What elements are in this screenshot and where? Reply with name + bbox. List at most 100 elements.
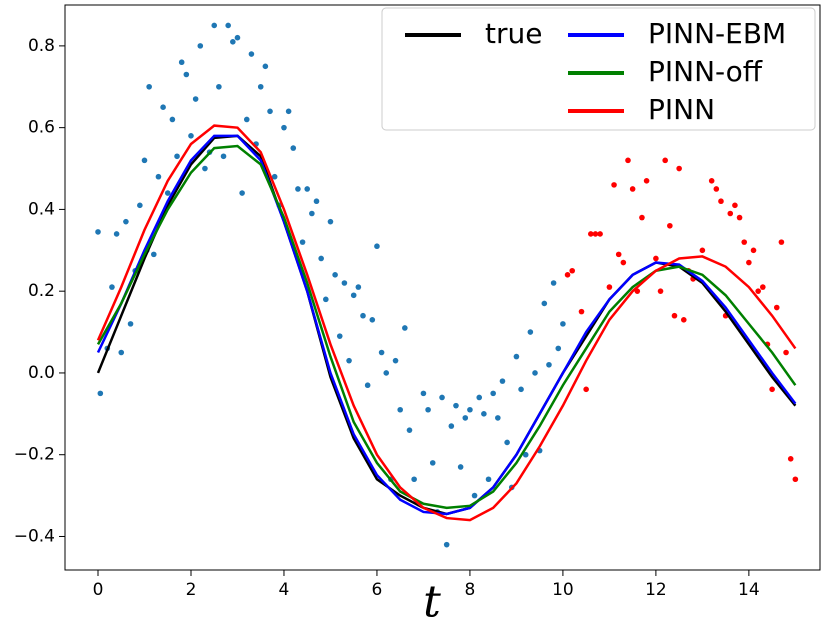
scatter-point: [318, 255, 324, 262]
scatter-point: [225, 22, 231, 29]
scatter-point: [773, 304, 780, 311]
scatter-point: [155, 173, 162, 180]
x-tick-label: 14: [738, 580, 760, 600]
scatter-point: [355, 284, 362, 290]
x-tick-label: 12: [645, 580, 667, 600]
scatter-point: [732, 202, 738, 209]
scatter-point: [239, 190, 245, 196]
scatter-point: [611, 182, 617, 188]
legend-label: PINN-EBM: [648, 17, 786, 50]
y-tick-label: −0.4: [14, 526, 55, 546]
scatter-point: [169, 116, 176, 123]
scatter-point: [564, 272, 571, 278]
scatter-point: [188, 133, 194, 139]
scatter-point: [657, 288, 664, 294]
scatter-point: [429, 460, 436, 466]
scatter-point: [211, 22, 218, 29]
scatter-point: [662, 157, 668, 164]
scatter-point: [485, 476, 492, 483]
legend-label: true: [485, 17, 542, 50]
scatter-point: [257, 83, 264, 90]
scatter-point: [476, 394, 483, 401]
scatter-point: [606, 284, 613, 290]
scatter-point: [583, 386, 589, 393]
x-tick-label: 6: [372, 580, 383, 600]
scatter-point: [97, 390, 104, 397]
scatter-point: [588, 231, 594, 237]
scatter-point: [532, 370, 538, 376]
scatter-point: [671, 312, 678, 319]
scatter-point: [457, 464, 464, 470]
scatter-point: [741, 239, 748, 245]
x-tick-label: 2: [186, 580, 197, 600]
scatter-point: [220, 153, 227, 160]
scatter-point: [462, 415, 469, 421]
y-tick-label: 0.0: [28, 363, 55, 383]
scatter-point: [499, 378, 506, 384]
scatter-point: [467, 406, 473, 413]
scatter-point: [123, 218, 129, 225]
scatter-point: [267, 108, 273, 115]
scatter-point: [141, 157, 148, 164]
x-tick-label: 8: [465, 580, 476, 600]
x-tick-label: 10: [552, 580, 574, 600]
scatter-point: [787, 455, 794, 462]
scatter-point: [216, 83, 222, 90]
line-series: [96, 134, 797, 516]
scatter-point: [327, 218, 334, 225]
legend-box: [381, 7, 816, 131]
scatter-point: [746, 259, 752, 266]
scatter-point: [546, 361, 552, 368]
x-tick-label: 0: [93, 580, 104, 600]
scatter-point: [560, 321, 566, 327]
scatter-point: [527, 329, 534, 335]
scatter-point: [592, 231, 599, 237]
scatter-point: [727, 210, 734, 217]
scatter-point: [290, 145, 297, 151]
scatter-point: [406, 427, 413, 433]
legend-label: PINN-off: [648, 55, 763, 88]
scatter-point: [350, 292, 357, 299]
scatter-point: [625, 157, 631, 164]
scatter-point: [708, 177, 715, 184]
scatter-point: [197, 43, 204, 49]
scatter-point: [755, 288, 761, 294]
scatter-point: [271, 173, 278, 180]
scatter-point: [522, 451, 529, 458]
scatter-point: [146, 83, 152, 90]
scatter-point: [248, 51, 255, 57]
scatter-point: [243, 116, 250, 123]
scatter-point: [336, 333, 343, 339]
scatter-point: [541, 300, 548, 307]
scatter-point: [471, 492, 478, 499]
scatter-point: [192, 96, 199, 102]
y-tick-label: 0.6: [28, 118, 55, 138]
scatter-point: [262, 63, 269, 70]
scatter-point: [150, 251, 157, 258]
scatter-point: [518, 386, 524, 393]
scatter-point: [629, 186, 636, 192]
scatter-point: [615, 251, 622, 258]
scatter-point: [504, 439, 510, 446]
scatter-point: [481, 411, 487, 417]
scatter-point: [792, 476, 799, 483]
scatter-point: [383, 370, 390, 376]
scatter-point: [346, 357, 352, 364]
scatter-point: [113, 231, 120, 237]
scatter-point: [313, 198, 320, 205]
plot-frame: [64, 4, 821, 571]
scatter-point: [160, 104, 166, 111]
scatter-point: [397, 406, 403, 413]
scatter-point: [234, 34, 241, 41]
scatter-point: [323, 296, 329, 303]
scatter-point: [281, 124, 287, 131]
scatter-point: [174, 153, 180, 160]
scatter-point: [178, 59, 185, 66]
scatter-point: [699, 247, 706, 254]
scatter-point: [183, 71, 190, 78]
scatter-point: [597, 231, 603, 237]
scatter-point: [425, 406, 431, 413]
scatter-point: [578, 308, 585, 315]
scatter-point: [769, 386, 775, 393]
